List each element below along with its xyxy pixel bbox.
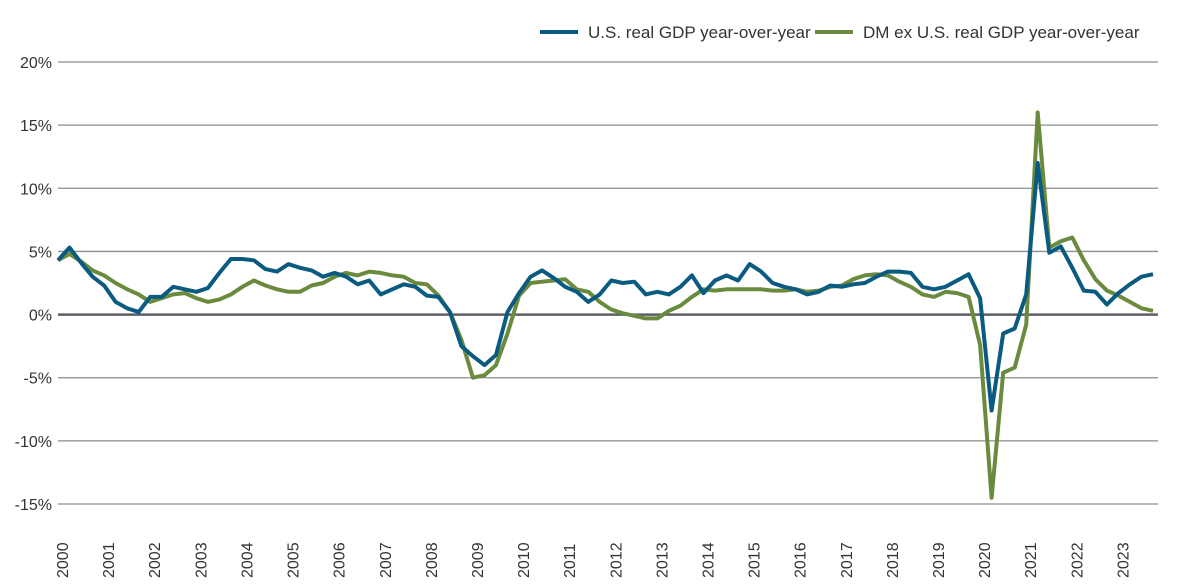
x-tick-label: 2013 [654,542,671,578]
series-line-dm-ex-us [57,110,1154,500]
x-tick-label: 2008 [424,542,441,578]
x-tick-label: 2005 [286,542,303,578]
x-tick-label: 2020 [977,542,994,578]
x-tick-label: 2015 [747,542,764,578]
series-lines [56,110,1154,500]
x-tick-label: 2007 [378,542,395,578]
x-tick-label: 2011 [562,543,579,578]
x-tick-label: 2016 [793,542,810,578]
y-tick-label: 20% [20,55,52,72]
series-line-us [56,161,1154,413]
y-tick-label: -5% [24,371,52,388]
y-axis-ticks: 20% 15% 10% 5% 0% -5% -10% -15% [15,55,52,514]
x-tick-label: 2004 [239,542,256,578]
gridlines [58,61,1158,505]
y-tick-label: 5% [29,244,52,261]
x-tick-label: 2023 [1115,542,1132,578]
legend-label-us: U.S. real GDP year-over-year [588,23,811,42]
y-tick-label: -10% [15,434,52,451]
x-tick-label: 2009 [470,542,487,578]
x-tick-label: 2017 [839,542,856,578]
y-tick-label: -15% [15,497,52,514]
y-tick-label: 0% [29,308,52,325]
x-tick-label: 2018 [885,542,902,578]
legend: U.S. real GDP year-over-year DM ex U.S. … [540,23,1140,42]
x-tick-label: 2006 [332,542,349,578]
y-tick-label: 10% [20,181,52,198]
legend-label-dm-ex-us: DM ex U.S. real GDP year-over-year [863,23,1140,42]
x-tick-label: 2012 [608,542,625,578]
x-tick-label: 2014 [701,542,718,578]
x-tick-label: 2001 [101,542,118,578]
x-tick-label: 2022 [1069,542,1086,578]
y-tick-label: 15% [20,118,52,135]
x-tick-label: 2021 [1023,542,1040,578]
x-axis-ticks: 2000 2001 2002 2003 2004 2005 2006 2007 2008 2009… [55,542,1132,578]
x-tick-label: 2002 [147,542,164,578]
x-tick-label: 2000 [55,542,72,578]
x-tick-label: 2019 [931,542,948,578]
x-tick-label: 2003 [193,542,210,578]
x-tick-label: 2010 [516,542,533,578]
